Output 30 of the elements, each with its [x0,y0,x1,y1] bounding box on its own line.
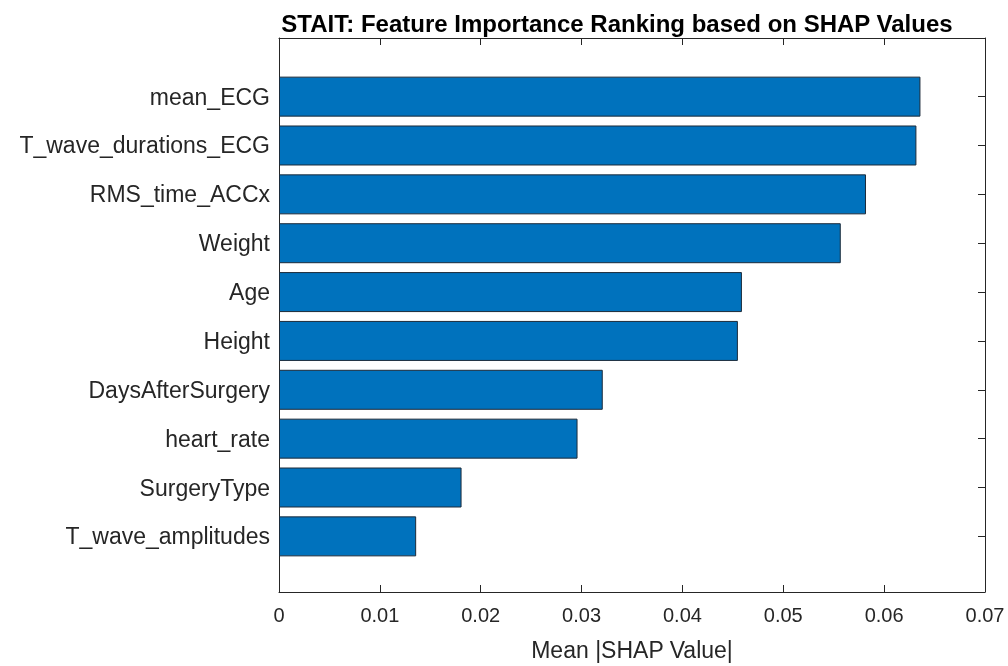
bar [279,272,742,313]
bar [279,467,462,508]
y-tick-label: T_wave_durations_ECG [19,132,270,159]
x-tick-label: 0.02 [461,604,501,626]
y-tick-label: DaysAfterSurgery [88,376,271,403]
x-tick-label: 0.07 [965,604,1005,626]
y-tick-label: Weight [198,230,271,257]
y-tick-label: T_wave_amplitudes [65,523,270,550]
y-tick-label: heart_rate [165,425,270,452]
x-tick-label: 0.04 [662,604,702,626]
y-tick-label: RMS_time_ACCx [89,181,271,208]
bar [279,516,417,557]
bar [279,320,738,361]
x-tick-label: 0.05 [763,604,803,626]
bar [279,174,866,215]
x-tick-label: 0.03 [562,604,602,626]
y-tick-label: Age [229,279,270,306]
bar [279,125,917,166]
x-tick-label: 0.01 [360,604,400,626]
bar [279,76,921,117]
y-tick-label: SurgeryType [139,474,270,501]
bar [279,223,841,264]
x-tick-label: 0 [273,604,285,626]
x-tick-label: 0.06 [864,604,904,626]
y-tick-label: mean_ECG [149,83,270,110]
chart-title: STAIT: Feature Importance Ranking based on SHAP Values [281,9,953,37]
bar [279,369,603,410]
x-axis-title: Mean |SHAP Value| [531,636,733,663]
y-tick-label: Height [203,327,271,354]
bar [279,418,578,459]
